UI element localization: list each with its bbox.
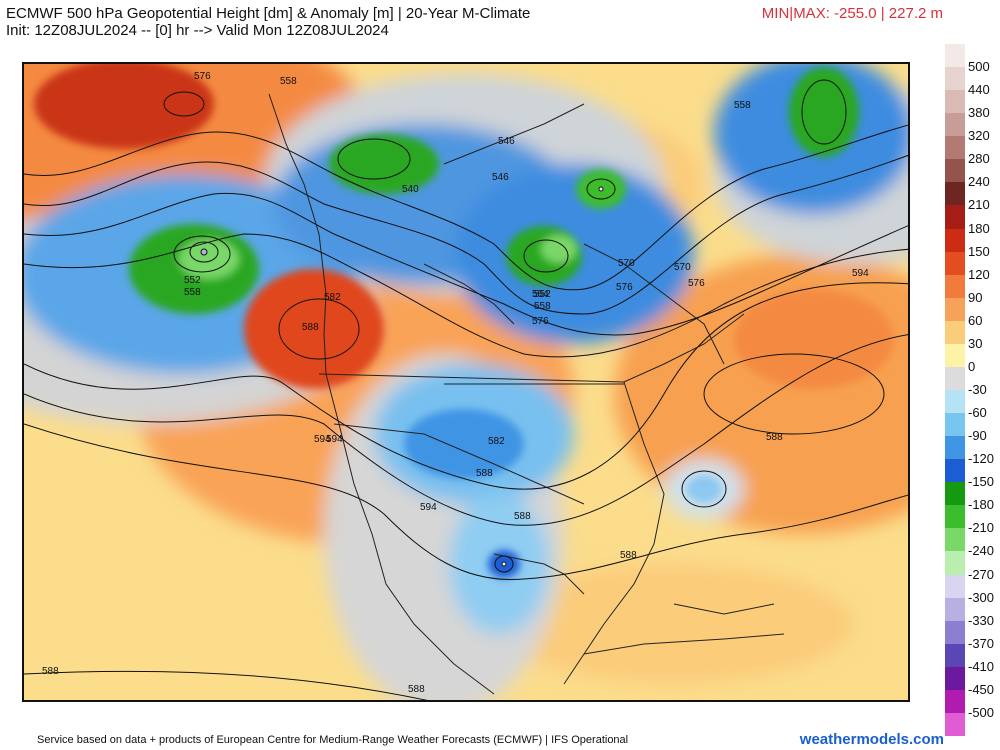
contour-label: 570 xyxy=(618,258,635,269)
colorbar-swatch xyxy=(945,343,965,368)
colorbar-label: 500 xyxy=(968,59,990,75)
colorbar-label: -180 xyxy=(968,497,995,513)
colorbar-label: 280 xyxy=(968,151,990,167)
colorbar-swatch xyxy=(945,90,965,114)
colorbar-swatch xyxy=(945,274,965,299)
contour-label: 552 xyxy=(534,289,551,300)
colorbar-label: 240 xyxy=(968,174,990,190)
colorbar-label: 90 xyxy=(968,289,983,305)
contour-label: 558 xyxy=(184,287,201,298)
colorbar-swatch xyxy=(945,597,965,622)
colorbar-label: -90 xyxy=(968,428,987,444)
colorbar-label: -300 xyxy=(968,589,995,605)
colorbar-swatch xyxy=(945,366,965,391)
colorbar-label: -60 xyxy=(968,405,987,421)
colorbar-swatch xyxy=(945,297,965,322)
colorbar-swatch xyxy=(945,228,965,253)
contour-label: 582 xyxy=(488,436,505,447)
data-credit: Service based on data + products of Euro… xyxy=(37,734,629,746)
contour-label: 594 xyxy=(420,502,437,513)
colorbar-swatch xyxy=(945,205,965,230)
contour-label: 588 xyxy=(42,666,59,677)
contour-label: 582 xyxy=(324,292,341,303)
colorbar-swatch xyxy=(945,689,965,714)
colorbar-label: -500 xyxy=(968,704,995,720)
colorbar-swatch xyxy=(945,67,965,91)
contour-label: 588 xyxy=(408,684,425,695)
colorbar-swatch xyxy=(945,320,965,345)
contour-label: 594 xyxy=(852,268,869,279)
colorbar-swatch xyxy=(945,44,965,68)
colorbar-label: 30 xyxy=(968,335,983,351)
colorbar-label: 120 xyxy=(968,266,990,282)
colorbar-label: -30 xyxy=(968,382,987,397)
contour-label: 540 xyxy=(402,184,419,195)
map-title: ECMWF 500 hPa Geopotential Height [dm] &… xyxy=(6,5,531,22)
contour-label: 576 xyxy=(616,282,633,293)
contour-label: 558 xyxy=(534,301,551,312)
contour-label: 558 xyxy=(734,100,751,111)
colorbar-swatch xyxy=(945,136,965,160)
contour-label: 564 xyxy=(532,289,549,300)
contour-label: 576 xyxy=(688,278,705,289)
contour-label: 576 xyxy=(194,71,211,82)
colorbar-swatch xyxy=(945,459,965,483)
colorbar-label: 320 xyxy=(968,128,990,144)
colorbar-swatch xyxy=(945,113,965,137)
colorbar-label: 60 xyxy=(968,312,983,328)
anomaly-colorbar xyxy=(945,44,965,737)
colorbar-label: -210 xyxy=(968,520,995,536)
contour-label: 552 xyxy=(184,275,201,286)
contour-label: 546 xyxy=(498,136,515,147)
colorbar-label: -120 xyxy=(968,451,995,467)
contour-label: 594 xyxy=(326,434,343,445)
colorbar-label: 440 xyxy=(968,82,990,98)
colorbar-label: -450 xyxy=(968,681,995,697)
colorbar-swatch xyxy=(945,251,965,276)
colorbar-label: 210 xyxy=(968,197,990,213)
colorbar-label: -150 xyxy=(968,474,995,490)
map-subtitle: Init: 12Z08JUL2024 -- [0] hr --> Valid M… xyxy=(6,22,389,39)
colorbar-label: -240 xyxy=(968,543,995,559)
colorbar-swatch xyxy=(945,712,965,737)
contour-label: 576 xyxy=(532,316,549,327)
contour-label: 546 xyxy=(492,172,509,183)
contour-label: 588 xyxy=(302,322,319,333)
contour-label: 570 xyxy=(674,262,691,273)
contour-label: 588 xyxy=(514,511,531,522)
min-max-readout: MIN|MAX: -255.0 | 227.2 m xyxy=(761,5,943,22)
colorbar-swatch xyxy=(945,505,965,529)
colorbar-label: -330 xyxy=(968,612,995,628)
colorbar-label: -370 xyxy=(968,635,995,651)
site-name[interactable]: weathermodels.com xyxy=(799,731,944,748)
colorbar-swatch xyxy=(945,666,965,691)
colorbar-swatch xyxy=(945,182,965,206)
contour-label: 588 xyxy=(476,468,493,479)
colorbar-swatch xyxy=(945,413,965,437)
colorbar-swatch xyxy=(945,528,965,552)
colorbar-swatch xyxy=(945,643,965,668)
colorbar-swatch xyxy=(945,436,965,460)
colorbar-label: 380 xyxy=(968,105,990,121)
contour-label: 558 xyxy=(280,76,297,87)
anomaly-map: 576 558 558 546 540 546 552 558 564 576 582 588 594 5… xyxy=(22,62,910,702)
colorbar-label: -410 xyxy=(968,658,995,674)
colorbar-swatch xyxy=(945,620,965,645)
colorbar-swatch xyxy=(945,482,965,506)
contour-label: 588 xyxy=(620,550,637,561)
colorbar-swatch xyxy=(945,390,965,414)
colorbar-swatch xyxy=(945,159,965,183)
colorbar-label: 0 xyxy=(968,358,976,374)
contour-label: 594 xyxy=(314,434,331,445)
colorbar-label: 150 xyxy=(968,243,990,259)
colorbar-swatch xyxy=(945,574,965,599)
colorbar-swatch xyxy=(945,551,965,576)
colorbar-label: 180 xyxy=(968,220,990,236)
colorbar-label: -270 xyxy=(968,566,995,582)
contour-label: 588 xyxy=(766,432,783,443)
